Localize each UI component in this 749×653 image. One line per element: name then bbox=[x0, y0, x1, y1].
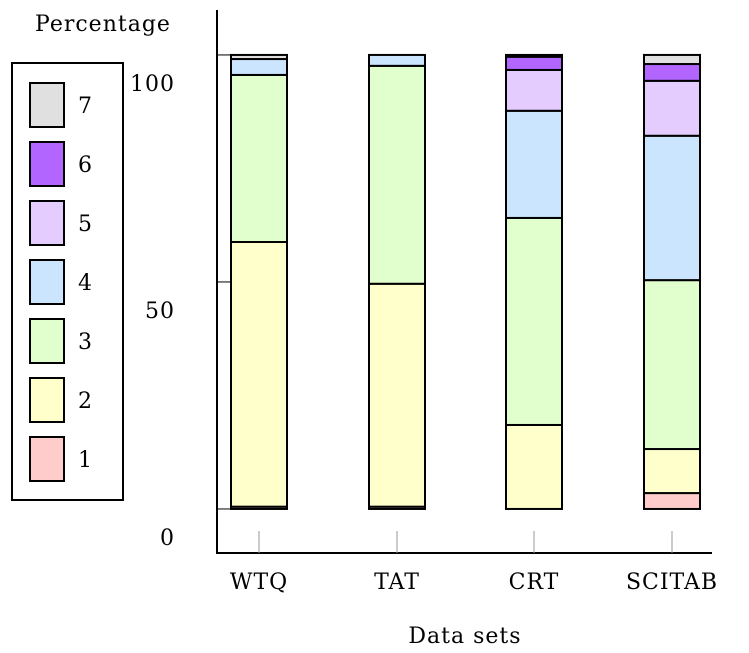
bar-segment bbox=[643, 492, 701, 510]
legend-swatch bbox=[29, 200, 65, 246]
bar-segment bbox=[230, 53, 288, 61]
bar-segment bbox=[230, 241, 288, 508]
bar-segment bbox=[505, 423, 563, 510]
x-axis-label: Data sets bbox=[408, 624, 521, 649]
y-tick-label: 100 bbox=[130, 72, 175, 97]
legend-label: 2 bbox=[78, 389, 93, 414]
bar-segment bbox=[643, 134, 701, 282]
legend-label: 3 bbox=[78, 330, 93, 355]
bar-segment bbox=[643, 63, 701, 82]
bar-segment bbox=[643, 53, 701, 66]
x-tick-label: CRT bbox=[509, 570, 560, 595]
x-tick-label: TAT bbox=[374, 570, 420, 595]
legend-swatch bbox=[29, 82, 65, 128]
legend-label: 7 bbox=[78, 94, 93, 119]
legend-label: 1 bbox=[78, 448, 93, 473]
legend-label: 6 bbox=[78, 153, 93, 178]
x-tick-label: WTQ bbox=[230, 570, 288, 595]
legend-label: 5 bbox=[78, 212, 93, 237]
y-tick-label: 0 bbox=[160, 526, 175, 551]
legend-label: 4 bbox=[78, 271, 93, 296]
bar-segment bbox=[505, 68, 563, 112]
bar-segment bbox=[505, 109, 563, 219]
x-tick-label: SCITAB bbox=[626, 570, 718, 595]
legend-swatch bbox=[29, 318, 65, 364]
legend-swatch bbox=[29, 377, 65, 423]
y-axis-label: Percentage bbox=[35, 12, 171, 37]
bar-segment bbox=[643, 448, 701, 495]
y-tick-label: 50 bbox=[145, 299, 175, 324]
bar-segment bbox=[505, 216, 563, 426]
bar-segment bbox=[368, 282, 426, 508]
bar-segment bbox=[230, 58, 288, 76]
legend-swatch bbox=[29, 259, 65, 305]
legend-swatch bbox=[29, 141, 65, 187]
bar-segment bbox=[230, 73, 288, 244]
legend-swatch bbox=[29, 436, 65, 482]
bar-segment bbox=[643, 279, 701, 451]
bar-segment bbox=[505, 55, 563, 71]
bar-segment bbox=[505, 53, 563, 58]
bar-segment bbox=[368, 53, 426, 67]
bar-segment bbox=[368, 64, 426, 285]
legend bbox=[11, 62, 124, 501]
bar-segment bbox=[643, 79, 701, 137]
